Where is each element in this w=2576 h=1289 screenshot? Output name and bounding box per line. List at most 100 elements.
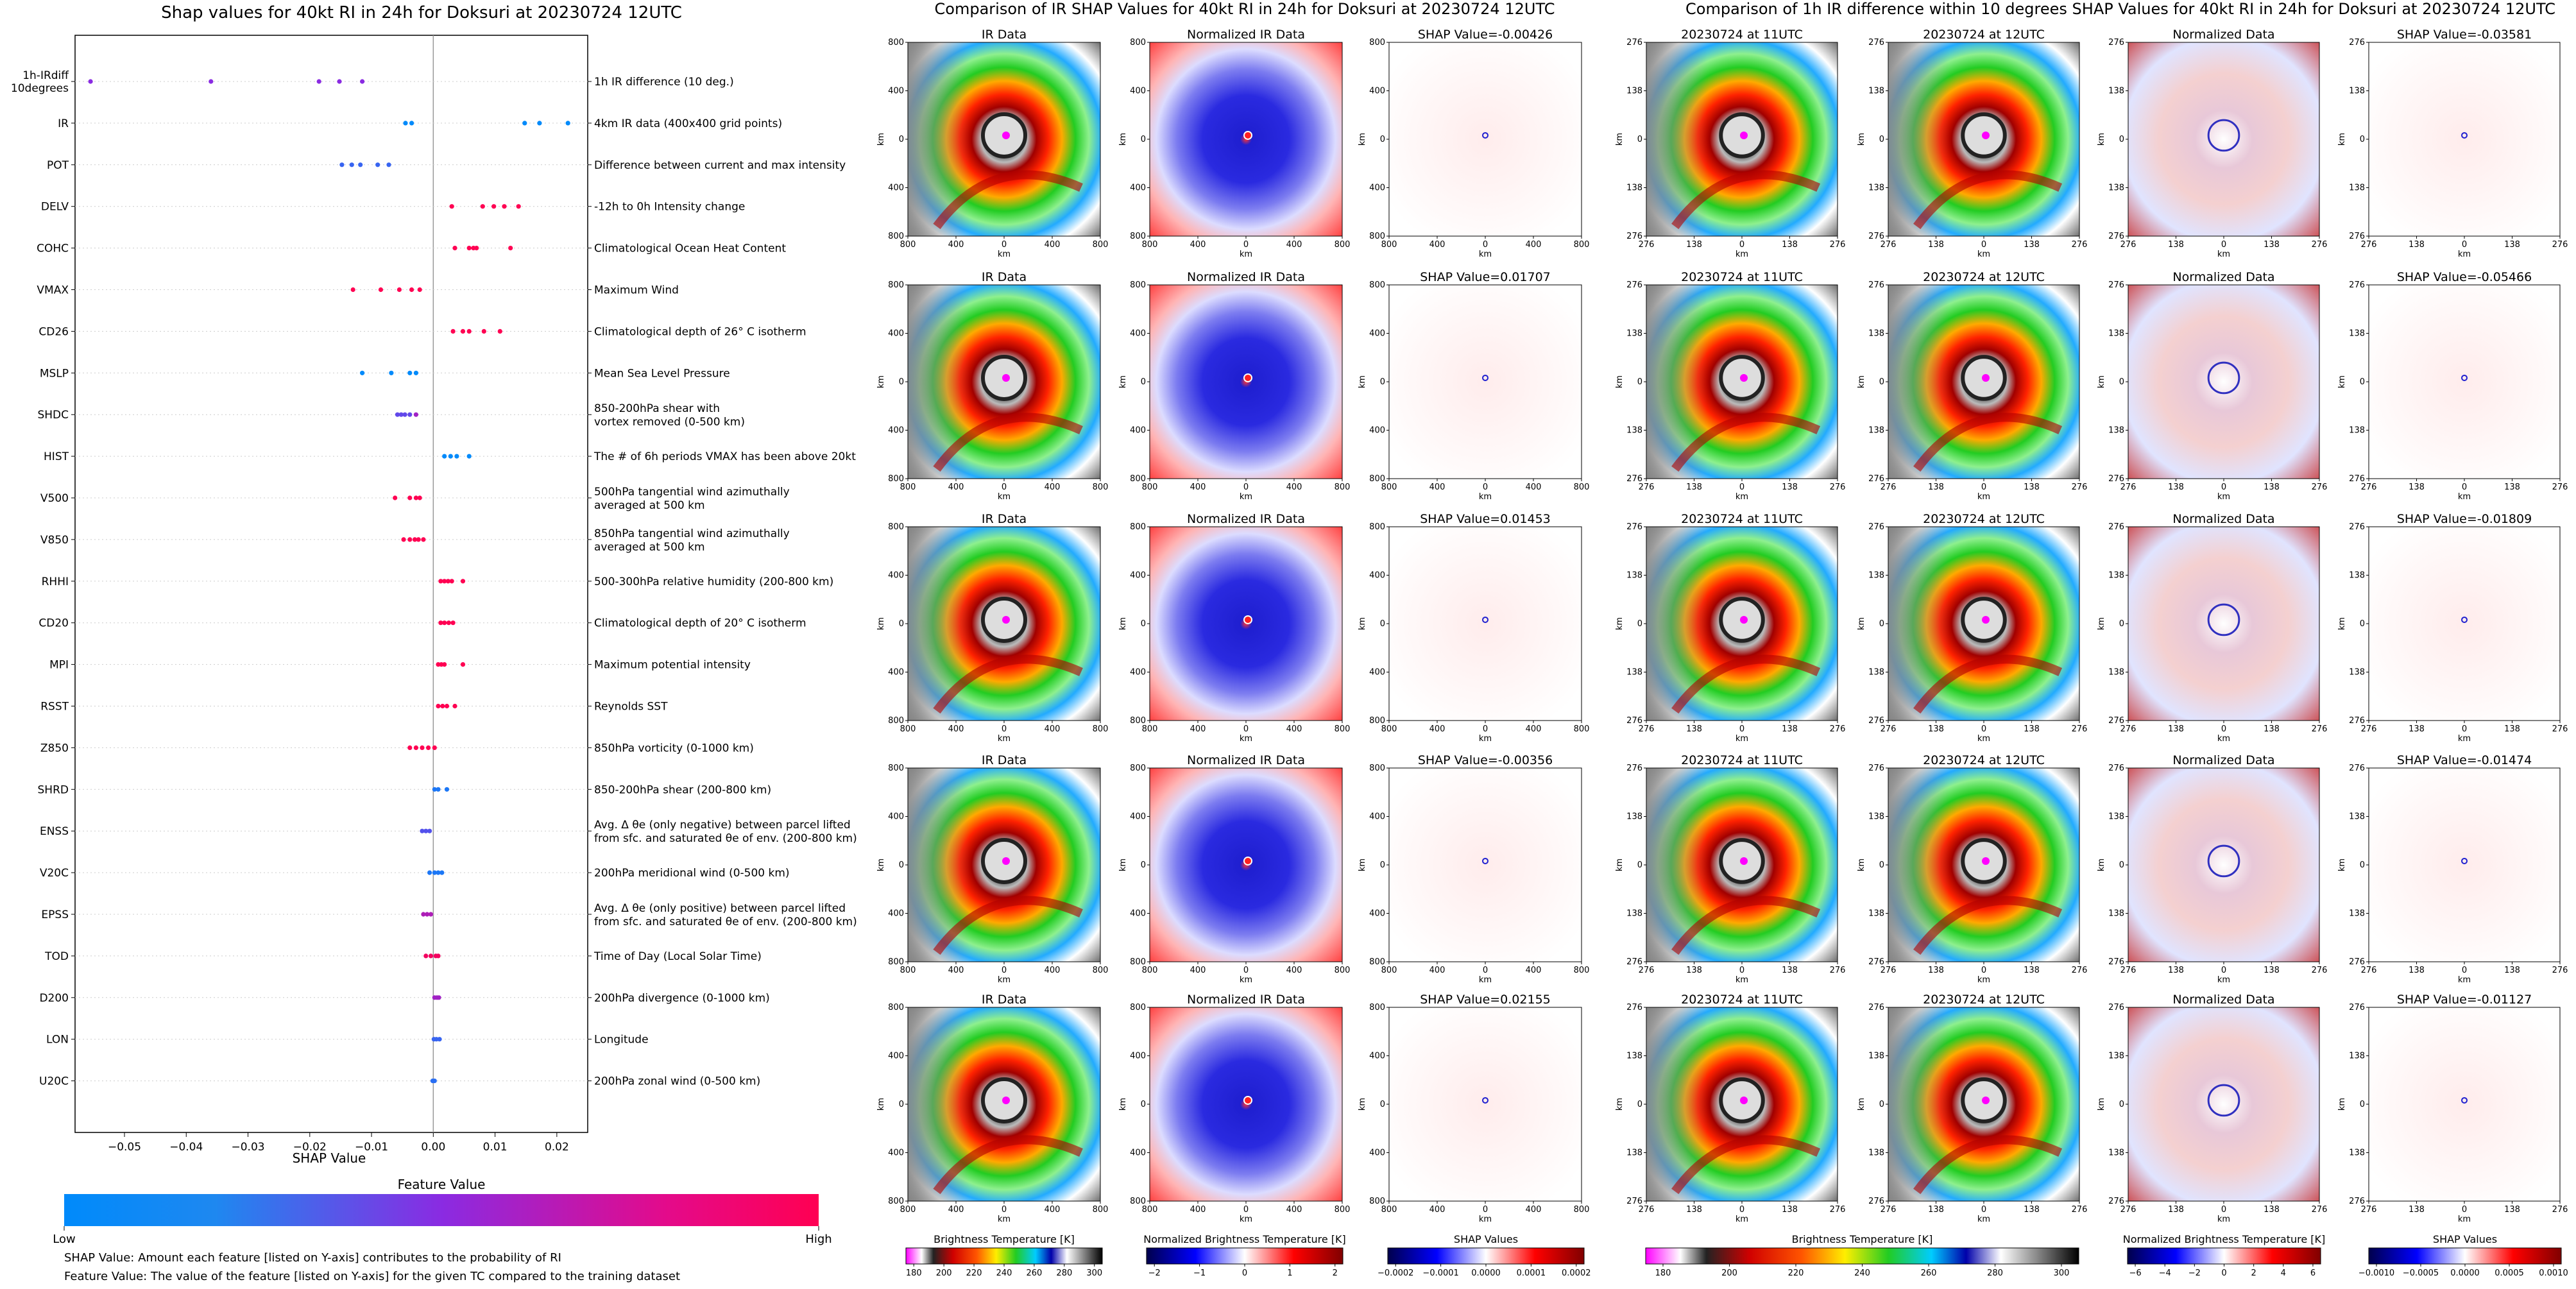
ir-rainband xyxy=(933,1135,1083,1195)
panel-x-tick-label: 276 xyxy=(1881,240,1897,250)
panel-y-axis-label: km xyxy=(1118,1098,1128,1111)
panel-x-axis-label: km xyxy=(2458,492,2471,502)
panel-y-tick-label: 800 xyxy=(888,957,904,967)
panel-x-axis-label: km xyxy=(2217,492,2230,502)
panel-y-axis-label: km xyxy=(1358,858,1367,871)
feature-description-label: Climatological depth of 26° C isotherm xyxy=(594,325,806,338)
feature-name-label: VMAX xyxy=(37,284,69,297)
normalized-eye xyxy=(1243,1095,1252,1105)
panel-title: SHAP Value=-0.00356 xyxy=(1418,753,1553,767)
panel-x-axis-label: km xyxy=(1736,1215,1748,1224)
feature-row: VMAX Maximum Wind xyxy=(37,284,678,297)
panel-x-tick-label: 800 xyxy=(1335,482,1351,492)
panel-x-tick-label: 400 xyxy=(948,966,964,975)
panel-y-tick-label: 276 xyxy=(1868,764,1884,773)
panel-y-tick-label: 800 xyxy=(888,1003,904,1012)
panel-x-axis-label: km xyxy=(998,975,1011,985)
panel-x-tick-label: 276 xyxy=(1639,482,1655,492)
image-panel: Normalized IR Data8008004004000040040080… xyxy=(1118,28,1350,259)
panel-y-tick-label: 0 xyxy=(1879,860,1884,870)
panel-x-tick-label: 800 xyxy=(1381,482,1397,492)
feature-colorbar-low-label: Low xyxy=(53,1233,75,1246)
panel-x-tick-label: 138 xyxy=(1928,482,1944,492)
panel-title: SHAP Value=0.02155 xyxy=(1420,993,1551,1007)
panel-y-tick-label: 400 xyxy=(888,1052,904,1061)
colorbar-bar xyxy=(905,1247,1103,1265)
panel-x-tick-label: 800 xyxy=(1142,724,1158,734)
panel-x-tick-label: 0 xyxy=(1243,724,1249,734)
shap-point xyxy=(466,454,472,459)
panel-x-tick-label: 400 xyxy=(1429,966,1446,975)
shap-point xyxy=(350,287,355,293)
panel-title: Normalized Data xyxy=(2172,753,2274,767)
panel-y-tick-label: 400 xyxy=(888,426,904,436)
shap-point xyxy=(436,995,441,1000)
feature-description-label: Climatological Ocean Heat Content xyxy=(594,243,786,255)
panel-x-tick-label: 400 xyxy=(1190,966,1206,975)
panel-x-tick-label: 276 xyxy=(2072,966,2088,975)
panel-x-tick-label: 0 xyxy=(1002,1205,1007,1215)
panel-x-tick-label: 138 xyxy=(1928,724,1944,734)
feature-name-label: SHRD xyxy=(38,783,69,796)
shap-point xyxy=(454,454,459,459)
image-panel: 20230724 at 11UTC27627613813800138138276… xyxy=(1615,512,1845,744)
shap-image xyxy=(2369,1007,2560,1201)
feature-colorbar-label: Feature Value xyxy=(398,1177,486,1192)
panel-title: SHAP Value=0.01453 xyxy=(1420,512,1551,526)
image-panel: SHAP Value=-0.01127276276138138001381382… xyxy=(2337,993,2568,1224)
feature-row: RSST Reynolds SST xyxy=(40,701,668,713)
image-panel: Normalized Data2762761381380013813827627… xyxy=(2097,993,2327,1224)
panel-x-tick-label: 276 xyxy=(2552,724,2568,734)
panel-y-tick-label: 138 xyxy=(1868,571,1884,581)
shap-point xyxy=(413,495,419,500)
panel-y-tick-label: 276 xyxy=(2108,957,2124,967)
panel-x-tick-label: 800 xyxy=(1142,482,1158,492)
panel-x-tick-label: 138 xyxy=(2264,240,2280,250)
shap-center-marker xyxy=(1482,132,1488,139)
panel-title: IR Data xyxy=(982,993,1027,1007)
panel-y-axis-label: km xyxy=(1857,858,1866,871)
shap-point xyxy=(491,204,497,209)
panel-y-tick-label: 0 xyxy=(1637,1100,1642,1109)
panel-x-axis-label: km xyxy=(1736,975,1748,985)
panel-x-axis-label: km xyxy=(2458,975,2471,985)
image-panel: 20230724 at 12UTC27627613813800138138276… xyxy=(1857,753,2087,985)
panel-x-tick-label: 0 xyxy=(1002,482,1007,492)
feature-name-label: IR xyxy=(58,117,69,130)
panel-y-tick-label: 276 xyxy=(1868,38,1884,47)
panel-y-tick-label: 276 xyxy=(2349,474,2365,484)
shap-point xyxy=(421,912,426,917)
panel-x-tick-label: 276 xyxy=(2312,1205,2328,1215)
panel-y-axis-label: km xyxy=(876,858,886,871)
panel-title: 20230724 at 11UTC xyxy=(1681,993,1803,1007)
panel-x-tick-label: 400 xyxy=(1045,966,1061,975)
panel-y-tick-label: 276 xyxy=(1626,716,1642,726)
panel-y-tick-label: 138 xyxy=(1868,909,1884,919)
panel-title: Normalized IR Data xyxy=(1187,993,1305,1007)
panel-y-tick-label: 800 xyxy=(1130,716,1146,726)
panel-x-axis-label: km xyxy=(2458,734,2471,744)
panel-title: Normalized Data xyxy=(2172,28,2274,42)
shap-feature-rows: 1h-IRdiff 10degrees 1h IR difference (10 d… xyxy=(11,35,857,1132)
feature-description-label: 850hPa vorticity (0-1000 km) xyxy=(594,742,754,755)
panel-x-tick-label: 138 xyxy=(2168,724,2184,734)
panel-y-tick-label: 138 xyxy=(1868,668,1884,678)
panel-y-tick-label: 800 xyxy=(1130,474,1146,484)
panel-x-tick-label: 400 xyxy=(1526,482,1542,492)
ir-image-land-shade xyxy=(1888,42,1950,236)
normalized-diff-ring xyxy=(2207,1084,2240,1117)
ir-eye xyxy=(1982,131,1990,139)
panel-x-axis-label: km xyxy=(1240,250,1252,259)
panel-y-tick-label: 276 xyxy=(1626,38,1642,47)
shap-point xyxy=(449,204,454,209)
panel-y-tick-label: 276 xyxy=(2349,957,2365,967)
panel-x-tick-label: 0 xyxy=(1981,966,1986,975)
feature-name-label: HIST xyxy=(44,450,69,463)
colorbar-bar xyxy=(2368,1247,2562,1265)
shap-point xyxy=(407,537,413,542)
colorbar-tick-label: 0.0002 xyxy=(1562,1268,1591,1278)
panel-title: 20230724 at 12UTC xyxy=(1923,512,2045,526)
panel-y-axis-label: km xyxy=(876,617,886,630)
